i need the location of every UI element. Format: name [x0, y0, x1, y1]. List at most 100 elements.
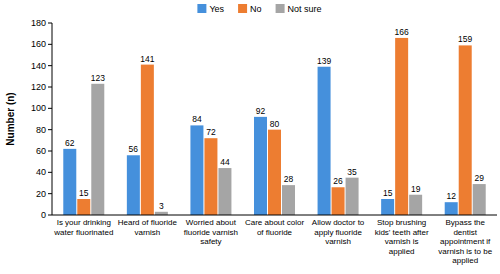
legend-label: Yes [209, 4, 224, 14]
y-tick [48, 23, 52, 24]
y-tick-label: 80 [36, 125, 46, 135]
bar [141, 65, 154, 215]
data-label: 26 [333, 176, 343, 186]
bar [77, 199, 90, 215]
y-tick-label: 40 [36, 167, 46, 177]
legend-swatch [238, 4, 247, 13]
x-tick-label: Is your drinkingwater fluorinated [53, 218, 113, 237]
x-tick-label-line: varnish is to be [438, 247, 492, 256]
legend: Yes No Not sure [197, 4, 321, 14]
bar [268, 130, 281, 215]
x-tick-label-line: varnish [134, 228, 160, 237]
y-tick-label: 60 [36, 146, 46, 156]
x-tick-label: Stop brushingkids' teeth aftervarnish is… [375, 218, 429, 256]
legend-label: No [250, 4, 262, 14]
bar [381, 199, 394, 215]
x-tick-label-line: dentist [453, 228, 477, 237]
data-label: 72 [206, 127, 216, 137]
x-tick-label-line: applied [389, 247, 415, 256]
x-tick-label-line: applied [452, 256, 478, 265]
y-tick [48, 215, 52, 216]
x-tick-label-line: Worried about [186, 218, 237, 227]
data-label: 19 [411, 184, 421, 194]
x-tick-label-line: Allow doctor to [312, 218, 365, 227]
bar [190, 125, 203, 215]
x-tick-label-line: appointment if [440, 237, 491, 246]
y-tick [48, 129, 52, 130]
x-tick-label-line: safety [200, 237, 221, 246]
chart: 0 20 40 60 80 100 120 140 160 180 Number (n) 62 56 84… [0, 0, 500, 274]
y-axis [52, 23, 53, 215]
x-tick-label: Care about colorof fluoride [245, 218, 304, 237]
bar [127, 155, 140, 215]
bar [459, 45, 472, 215]
bar [318, 67, 331, 215]
y-tick [48, 172, 52, 173]
y-tick [48, 65, 52, 66]
legend-swatch [276, 4, 285, 13]
data-label: 166 [395, 27, 409, 37]
bar [63, 149, 76, 215]
y-tick [48, 108, 52, 109]
x-tick-label-line: varnish is [385, 237, 419, 246]
bar [346, 178, 359, 215]
y-tick [48, 87, 52, 88]
y-tick [48, 193, 52, 194]
data-label: 139 [317, 56, 331, 66]
bars [63, 38, 485, 215]
y-tick [48, 44, 52, 45]
data-label: 29 [474, 173, 484, 183]
bar [91, 84, 104, 215]
x-tick-label: Heard of fluoridevarnish [118, 218, 178, 237]
data-label: 123 [91, 73, 105, 83]
y-tick-label: 20 [36, 189, 46, 199]
x-tick-label-line: Stop brushing [377, 218, 426, 227]
bar [254, 117, 267, 215]
bar [473, 184, 486, 215]
y-tick-label: 180 [31, 18, 46, 28]
data-label: 12 [446, 191, 456, 201]
data-label: 15 [79, 188, 89, 198]
y-tick-label: 120 [31, 82, 46, 92]
legend-label: Not sure [288, 4, 322, 14]
y-tick-label: 100 [31, 103, 46, 113]
bar [445, 202, 458, 215]
data-label: 62 [65, 138, 75, 148]
bar [282, 185, 295, 215]
data-label: 35 [347, 167, 357, 177]
x-tick-label-line: apply fluoride [314, 228, 362, 237]
y-tick-label: 160 [31, 39, 46, 49]
x-tick-label-line: kids' teeth after [375, 228, 429, 237]
data-label: 159 [458, 34, 472, 44]
bar [332, 187, 345, 215]
data-label: 3 [159, 201, 164, 211]
x-tick-label-line: fluoride varnish [184, 228, 238, 237]
x-tick-label-line: of fluoride [257, 228, 293, 237]
bar [218, 168, 231, 215]
x-tick-label-line: Care about color [245, 218, 304, 227]
data-label: 92 [256, 106, 266, 116]
y-axis-label: Number (n) [5, 92, 16, 145]
data-label: 80 [270, 119, 280, 129]
x-tick-label-line: varnish [325, 237, 351, 246]
bar [204, 138, 217, 215]
data-label: 15 [383, 188, 393, 198]
data-label: 84 [192, 114, 202, 124]
data-label: 56 [129, 144, 139, 154]
data-labels: 62 56 84 92 139 15 12 15 141 72 80 26 166 159 123 3 44 28… [65, 27, 484, 211]
data-label: 28 [284, 174, 294, 184]
y-tick [48, 151, 52, 152]
x-tick-label: Worried aboutfluoride varnishsafety [184, 218, 238, 246]
x-tick-label-line: Heard of fluoride [118, 218, 178, 227]
data-label: 141 [140, 54, 154, 64]
data-label: 44 [220, 157, 230, 167]
x-tick-label-line: water fluorinated [53, 228, 113, 237]
bar [409, 195, 422, 215]
x-tick-label: Allow doctor toapply fluoridevarnish [312, 218, 365, 246]
y-tick-label: 140 [31, 61, 46, 71]
bar [395, 38, 408, 215]
legend-swatch [197, 4, 206, 13]
y-tick-label: 0 [41, 210, 46, 220]
x-tick-label-line: Bypass the [445, 218, 485, 227]
x-axis [52, 215, 497, 216]
